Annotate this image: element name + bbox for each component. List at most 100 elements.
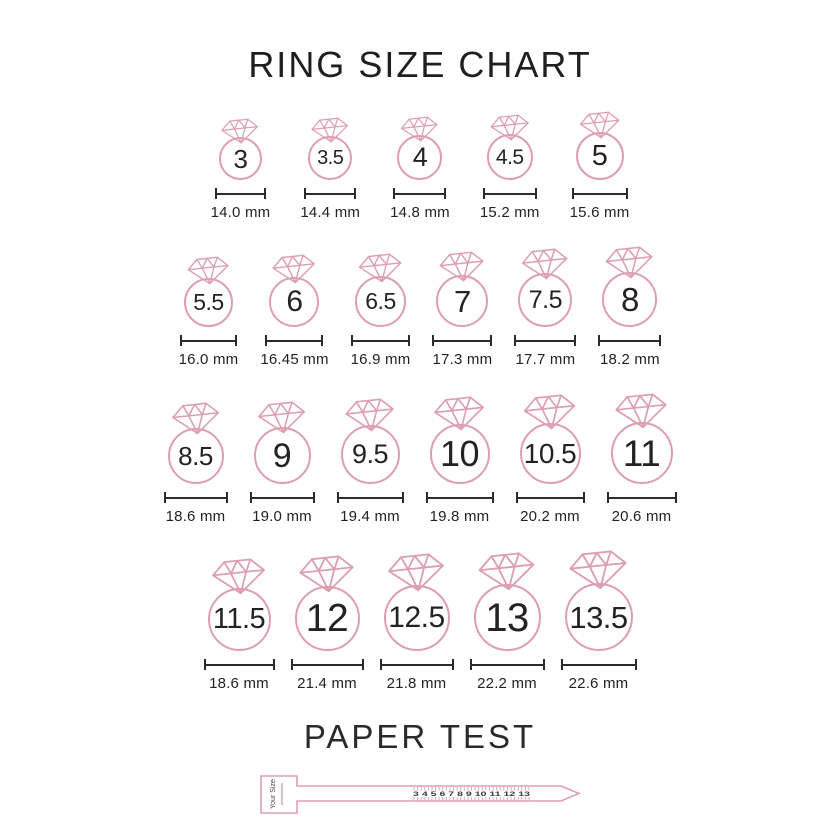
ring-band: 9.5 [340,425,400,484]
ring-size-item: 6.5 16.9 mm [350,253,411,368]
ring-band: 6 [269,277,320,327]
ring-size-item: 8 18.2 mm [598,246,662,368]
ring-diameter-label: 14.0 mm [210,204,271,221]
measure-bracket [304,188,357,199]
diamond-icon [258,401,306,434]
diamond-icon [187,256,229,285]
ring-band: 13.5 [564,583,633,651]
ring-band: 5.5 [183,278,233,327]
ring-size-item: 5 15.6 mm [569,111,630,221]
diamond-icon [523,394,576,430]
ring-diameter-label: 21.4 mm [297,675,357,692]
measure-bracket [560,659,637,670]
diamond-icon [490,114,529,141]
measure-bracket [432,335,493,346]
measure-bracket [482,188,537,199]
ring-rows: 3 14.0 mm 3.5 14.4 mm 4 14.8 mm 4.5 15.2 mm 5 15.… [163,98,677,692]
ring-band: 11.5 [207,588,271,651]
ring-size-label: 3.5 [317,147,344,169]
measure-bracket [203,659,275,670]
measure-bracket [163,492,228,503]
ring-diameter-label: 17.3 mm [432,351,493,368]
ring-size-item: 12.5 21.8 mm [379,553,454,692]
measure-bracket [425,492,494,503]
measure-bracket [290,659,364,670]
ring-diameter-label: 18.6 mm [165,508,226,525]
ring-size-label: 11 [622,432,661,474]
measure-bracket [515,492,585,503]
ring-size-label: 9 [272,436,292,475]
ring-band: 8 [602,272,658,327]
ring-band: 3 [218,137,262,180]
ring-size-label: 4 [412,142,428,172]
diamond-icon [606,246,653,279]
ring-size-item: 11 20.6 mm [606,393,677,525]
ring-row: 5.5 16.0 mm 6 16.45 mm 6.5 16.9 mm 7 17.3 mm 7.5… [179,246,662,368]
ring-size-label: 10.5 [523,437,577,469]
ring-size-label: 12 [305,597,349,640]
ring-diameter-label: 19.0 mm [252,508,312,525]
ring-row: 8.5 18.6 mm 9 19.0 mm 9.5 19.4 mm 10 19.8 mm 10.… [163,393,677,525]
diamond-icon [434,396,484,431]
ring-diameter-label: 18.2 mm [600,351,660,368]
ring-size-item: 7.5 17.7 mm [514,248,577,368]
ring-size-item: 4 14.8 mm [390,116,450,221]
ring-band: 7.5 [518,273,573,327]
ring-size-label: 5.5 [193,289,224,315]
diamond-icon [478,552,535,591]
ring-size-label: 6 [286,285,303,318]
ring-band: 11 [610,422,673,484]
ring-size-label: 10 [439,433,480,474]
ring-size-label: 7.5 [528,285,563,314]
ring-size-item: 10.5 20.2 mm [515,394,585,525]
diamond-icon [522,248,568,280]
sizer-outline [260,775,581,814]
ring-size-label: 13 [485,595,529,640]
ring-band: 3.5 [308,136,353,180]
ring-diameter-label: 14.4 mm [300,204,361,221]
ring-band: 8.5 [167,428,224,484]
ring-size-item: 3.5 14.4 mm [300,117,361,221]
ring-diameter-label: 22.6 mm [568,675,629,692]
diamond-icon [440,251,485,282]
measure-bracket [336,492,404,503]
measure-bracket [606,492,677,503]
ring-diameter-label: 21.8 mm [386,675,447,692]
ring-band: 12 [294,586,360,651]
ring-band: 10 [429,424,490,484]
ruler-ticks [413,787,530,801]
ring-band: 4.5 [486,134,533,180]
ring-band: 7 [436,275,489,327]
diamond-icon [212,558,265,595]
ring-diameter-label: 14.8 mm [390,204,450,221]
ring-size-label: 6.5 [365,288,396,314]
ring-size-item: 8.5 18.6 mm [163,402,228,525]
diamond-icon [221,118,259,144]
ring-size-label: 4.5 [495,145,524,169]
diamond-icon [388,553,444,592]
measure-bracket [179,335,237,346]
measure-bracket [379,659,454,670]
ring-size-item: 9 19.0 mm [249,401,315,525]
measure-bracket [393,188,447,199]
ring-size-item: 10 19.8 mm [425,396,494,525]
diamond-icon [358,253,402,283]
ring-diameter-label: 19.4 mm [340,508,400,525]
diamond-icon [171,402,219,435]
ring-diameter-label: 22.2 mm [477,675,537,692]
diamond-icon [615,393,667,429]
ring-size-item: 3 14.0 mm [210,118,271,221]
ring-diameter-label: 15.6 mm [569,204,630,221]
ring-diameter-label: 16.9 mm [350,351,411,368]
ring-size-label: 11.5 [212,603,266,635]
ring-diameter-label: 20.2 mm [520,508,580,525]
measure-bracket [514,335,577,346]
ring-size-item: 12 21.4 mm [290,555,364,692]
ring-band: 4 [397,135,443,180]
diamond-icon [272,254,316,284]
ring-size-label: 3 [233,143,248,174]
ring-diameter-label: 15.2 mm [479,204,540,221]
ring-size-label: 8 [620,281,639,318]
ring-size-label: 7 [454,283,471,319]
